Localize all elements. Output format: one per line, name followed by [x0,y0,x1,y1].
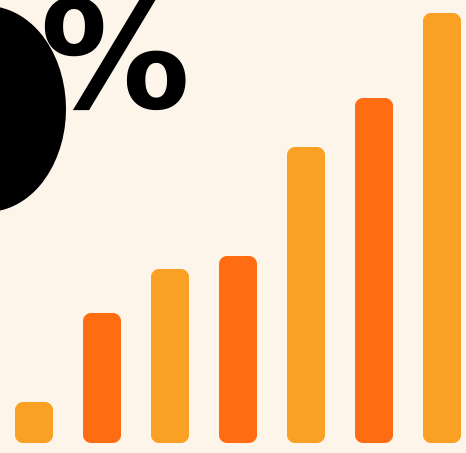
bar-3 [151,269,189,443]
bar-6 [355,98,393,443]
bar-2 [83,313,121,443]
bar-5 [287,147,325,443]
bar-4 [219,256,257,443]
percent-symbol: % [40,0,190,144]
bar-1 [15,402,53,443]
bar-7 [423,13,461,443]
